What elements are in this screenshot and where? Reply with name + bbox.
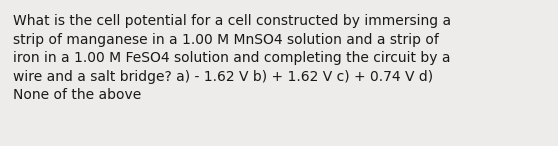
Text: What is the cell potential for a cell constructed by immersing a
strip of mangan: What is the cell potential for a cell co… [13, 14, 451, 102]
